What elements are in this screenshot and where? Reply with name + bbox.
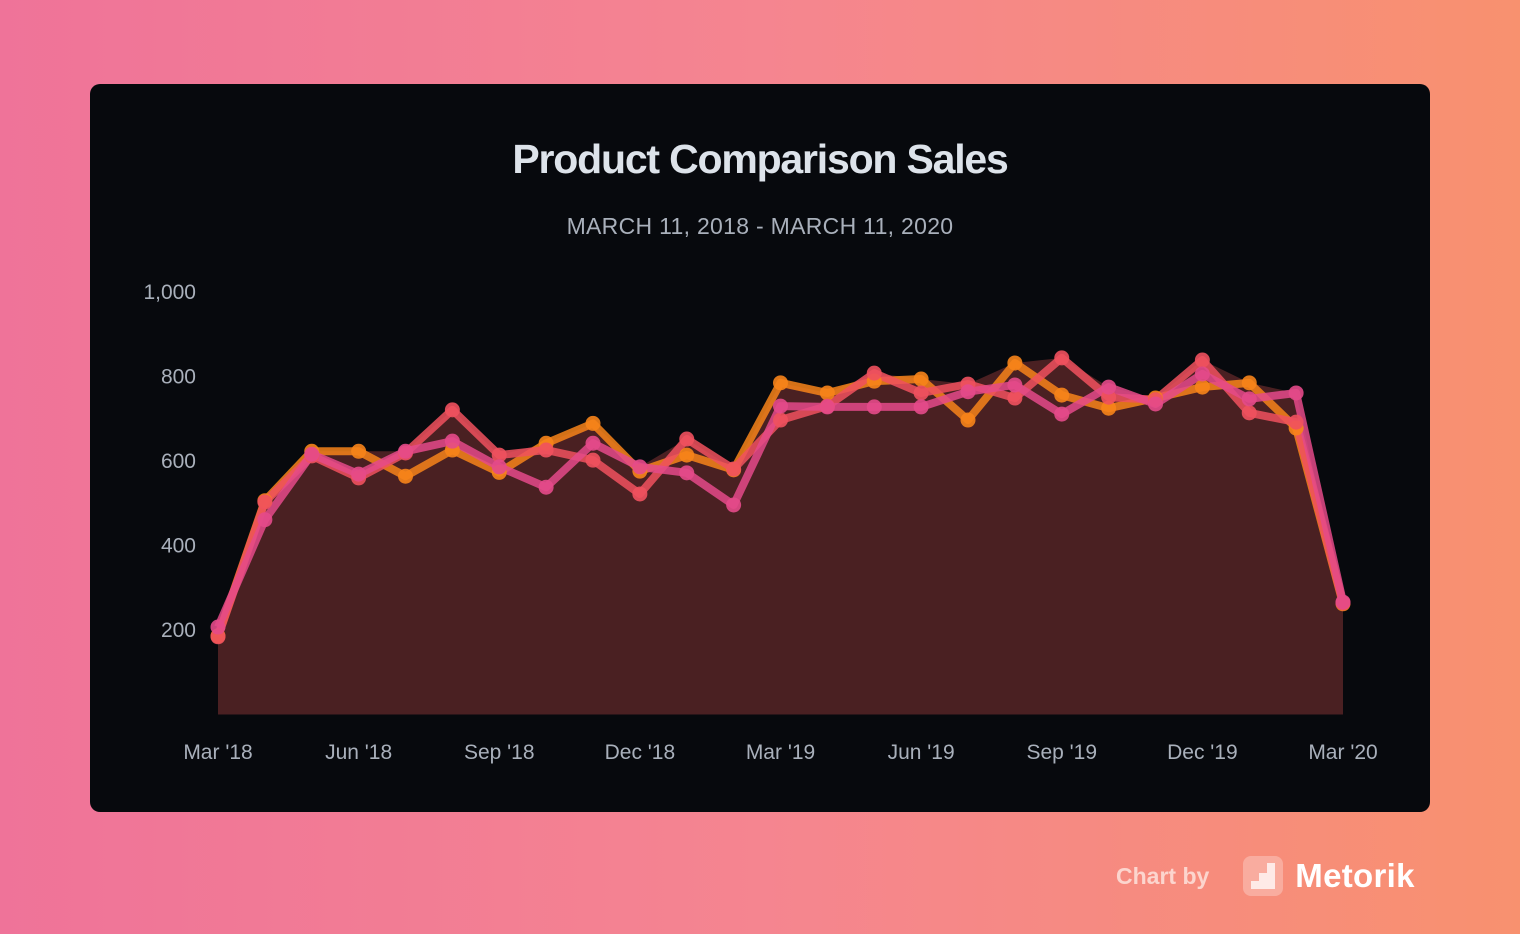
data-point[interactable] [1007, 390, 1023, 406]
data-point[interactable] [351, 443, 367, 459]
chart-card: Product Comparison Sales MARCH 11, 2018 … [90, 84, 1430, 812]
chart-title: Product Comparison Sales [512, 136, 1008, 182]
data-point[interactable] [491, 459, 507, 475]
y-axis: 200 400 600 800 1,000 [143, 281, 196, 642]
y-tick-label: 200 [161, 619, 196, 642]
x-tick-label: Mar '20 [1308, 741, 1377, 764]
data-point[interactable] [1194, 352, 1210, 368]
data-point[interactable] [960, 384, 976, 400]
x-tick-label: Sep '19 [1026, 741, 1097, 764]
data-point[interactable] [1194, 366, 1210, 382]
data-point[interactable] [1054, 350, 1070, 366]
x-axis: Mar '18 Jun '18 Sep '18 Dec '18 Mar '19 Jun '… [183, 741, 1377, 764]
series-points [210, 350, 1351, 645]
data-point[interactable] [444, 402, 460, 418]
data-point[interactable] [1054, 387, 1070, 403]
x-tick-label: Dec '19 [1167, 741, 1238, 764]
area-layer [218, 357, 1343, 715]
data-point[interactable] [819, 385, 835, 401]
chart-by-label: Chart by [1116, 862, 1210, 889]
footer: Chart by Metorik [1116, 856, 1415, 896]
brand-name[interactable]: Metorik [1295, 857, 1415, 894]
data-point[interactable] [866, 365, 882, 381]
data-point[interactable] [257, 494, 273, 510]
data-point[interactable] [1007, 377, 1023, 393]
data-point[interactable] [773, 412, 788, 428]
data-point[interactable] [1241, 405, 1257, 421]
data-point[interactable] [1148, 396, 1163, 412]
y-tick-label: 800 [161, 366, 196, 389]
data-point[interactable] [538, 479, 554, 495]
data-point[interactable] [819, 399, 835, 415]
x-tick-label: Jun '19 [888, 741, 955, 764]
data-point[interactable] [538, 442, 554, 458]
data-point[interactable] [1101, 379, 1117, 395]
data-point[interactable] [585, 452, 601, 468]
data-point[interactable] [913, 399, 929, 415]
x-tick-label: Mar '19 [746, 741, 815, 764]
y-tick-label: 400 [161, 535, 196, 558]
data-point[interactable] [1007, 355, 1023, 371]
line-chart: 200 400 600 800 1,000 Mar '18 Jun '18 Sep '18 D… [143, 281, 1377, 764]
data-point[interactable] [913, 385, 929, 401]
x-tick-label: Dec '18 [605, 741, 676, 764]
data-point[interactable] [913, 371, 929, 387]
data-point[interactable] [679, 447, 695, 463]
data-point[interactable] [1335, 594, 1351, 610]
data-point[interactable] [1288, 414, 1304, 430]
data-point[interactable] [773, 375, 788, 391]
data-point[interactable] [398, 443, 413, 459]
data-point[interactable] [1101, 400, 1117, 416]
data-point[interactable] [351, 466, 367, 482]
x-tick-label: Sep '18 [464, 741, 535, 764]
data-point[interactable] [960, 412, 976, 428]
chart-subtitle: MARCH 11, 2018 - MARCH 11, 2020 [566, 213, 954, 239]
data-point[interactable] [257, 512, 273, 528]
data-point[interactable] [866, 399, 882, 415]
data-point[interactable] [632, 486, 648, 502]
data-point[interactable] [1194, 379, 1210, 395]
data-point[interactable] [1241, 391, 1257, 407]
y-tick-label: 1,000 [143, 281, 196, 304]
data-point[interactable] [1241, 375, 1257, 391]
data-point[interactable] [726, 497, 742, 513]
data-point[interactable] [632, 459, 648, 475]
data-point[interactable] [304, 446, 320, 462]
metorik-logo-icon [1243, 856, 1284, 896]
data-point[interactable] [726, 461, 742, 477]
data-point[interactable] [1288, 385, 1304, 401]
x-tick-label: Mar '18 [183, 741, 252, 764]
data-point[interactable] [210, 619, 226, 635]
data-point[interactable] [444, 433, 460, 449]
data-point[interactable] [1054, 406, 1070, 422]
data-point[interactable] [585, 435, 601, 451]
data-point[interactable] [679, 465, 695, 481]
y-tick-label: 600 [161, 450, 196, 473]
data-point[interactable] [398, 468, 413, 484]
data-point[interactable] [773, 398, 788, 414]
area-fill [218, 357, 1343, 715]
data-point[interactable] [585, 415, 601, 431]
x-tick-label: Jun '18 [325, 741, 392, 764]
data-point[interactable] [679, 431, 695, 447]
data-point[interactable] [491, 447, 507, 463]
